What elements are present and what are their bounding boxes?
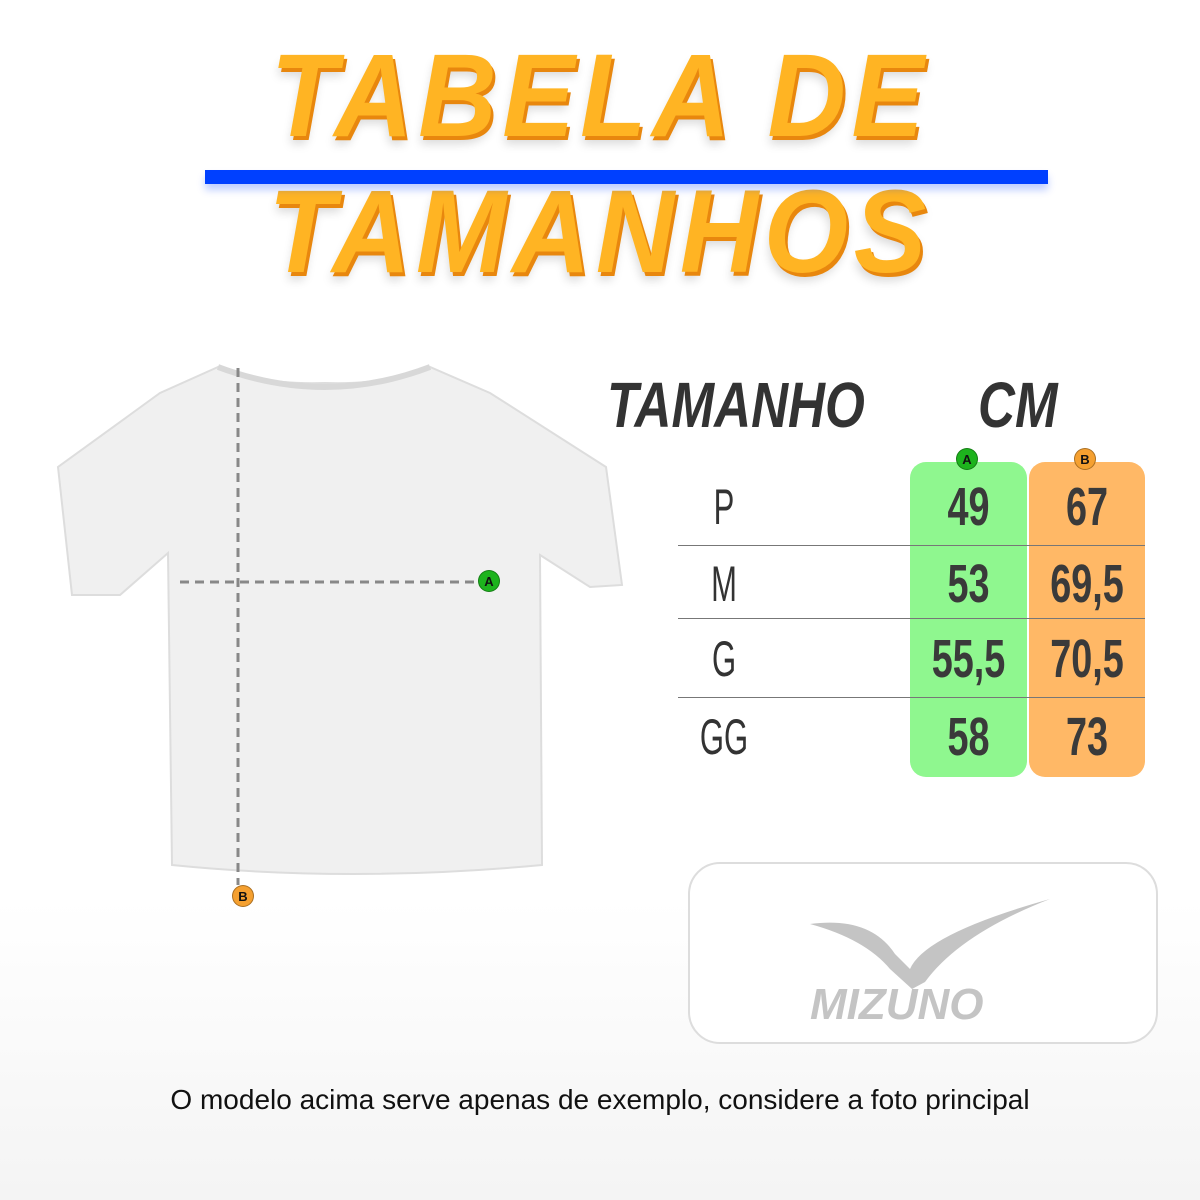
marker-b: B [232,885,254,907]
brand-logo-box: MIZUNO [688,862,1158,1044]
column-b [1029,462,1145,777]
title-underline [205,170,1048,184]
tshirt-shape [56,365,624,875]
page-title: TABELA DE TAMANHOS [268,30,932,298]
size-label: GG [699,709,749,765]
value-b: 70,5 [1050,629,1124,689]
value-b: 69,5 [1050,554,1124,614]
value-a: 55,5 [931,629,1006,689]
row-divider [678,545,1145,546]
row-divider [678,618,1145,619]
value-a: 58 [947,707,990,767]
value-b: 67 [1065,477,1109,537]
header-unit: CM [978,369,1058,441]
mizuno-logo: MIZUNO [810,899,1050,1024]
column-b-badge: B [1074,448,1096,470]
column-a-badge: A [956,448,978,470]
column-a [910,462,1027,777]
size-label: P [713,479,735,535]
header-size: TAMANHO [607,369,865,441]
row-divider [678,697,1145,698]
size-label: G [711,631,737,687]
tshirt-diagram [56,364,624,885]
value-b: 73 [1065,707,1109,767]
footer-note: O modelo acima serve apenas de exemplo, … [170,1084,1030,1115]
logo-wordmark: MIZUNO [810,980,984,1024]
value-a: 49 [947,477,990,537]
marker-a: A [478,570,500,592]
value-a: 53 [947,554,990,614]
size-label: M [711,556,737,612]
